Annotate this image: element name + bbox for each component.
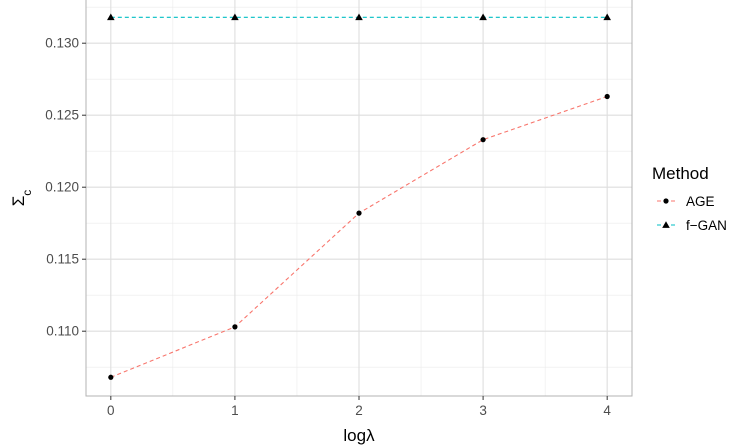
x-axis-title: logλ [343, 426, 375, 445]
legend: Method AGE f−GAN [652, 164, 727, 233]
y-axis-title: Σc [9, 190, 34, 207]
legend-item: AGE [657, 194, 715, 209]
legend-label: f−GAN [686, 218, 727, 233]
legend-item: f−GAN [657, 218, 727, 233]
data-point-triangle [355, 13, 363, 21]
data-point-triangle [662, 221, 670, 228]
data-point-circle [232, 324, 238, 330]
data-point-triangle [603, 13, 611, 21]
data-point-circle [356, 210, 362, 216]
data-point-circle [663, 198, 669, 204]
data-point-circle [604, 93, 610, 100]
y-tick-label: 0.115 [46, 252, 79, 267]
y-axis-title-subscript: c [20, 190, 34, 196]
series-age [108, 93, 610, 380]
legend-label: AGE [686, 194, 715, 209]
data-point-circle [480, 137, 486, 143]
data-point-circle [108, 374, 114, 380]
y-tick-label: 0.130 [45, 36, 79, 51]
y-tick-label: 0.110 [46, 324, 79, 339]
data-point-triangle [479, 13, 487, 21]
y-axis-title-main: Σ [9, 196, 28, 207]
legend-title: Method [652, 164, 709, 183]
y-tick-label: 0.120 [45, 180, 79, 195]
x-tick-label: 3 [479, 403, 487, 418]
x-tick-label: 0 [107, 403, 115, 418]
series-f-gan [107, 13, 611, 21]
x-tick-label: 4 [603, 403, 611, 418]
x-tick-label: 1 [231, 403, 239, 418]
legend-items: AGE f−GAN [657, 194, 727, 233]
data-point-triangle [107, 13, 115, 21]
x-axis-ticks: 0 1 2 3 4 [107, 396, 611, 418]
x-tick-label: 2 [355, 403, 363, 418]
series-layer [107, 13, 611, 380]
y-axis-ticks: 0.110 0.115 0.120 0.125 0.130 [45, 36, 86, 339]
data-point-triangle [231, 13, 239, 21]
y-tick-label: 0.125 [45, 108, 79, 123]
grid-major-lines [86, 0, 632, 396]
